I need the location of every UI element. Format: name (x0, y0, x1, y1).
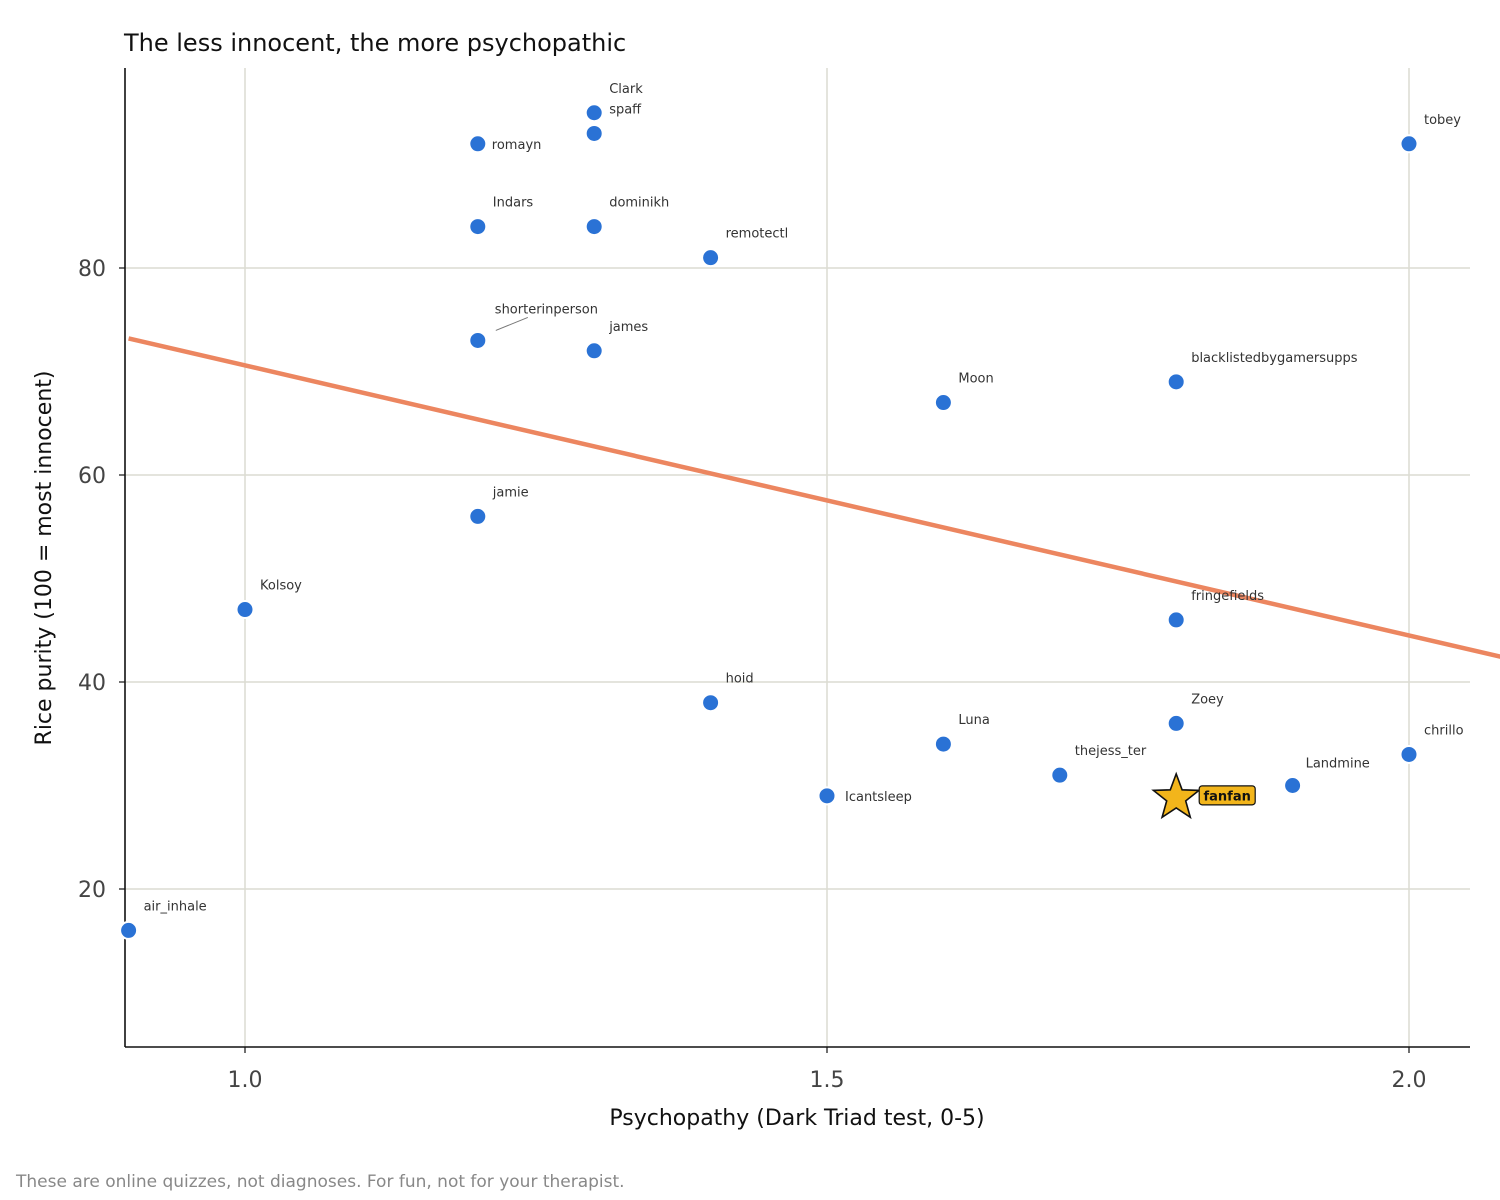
data-point (933, 393, 953, 413)
point-label: romayn (492, 138, 542, 153)
x-tick-label: 2.0 (1392, 1068, 1427, 1093)
data-point (1399, 134, 1419, 154)
data-point (701, 693, 721, 713)
point-label: hoid (726, 672, 754, 687)
data-point (119, 920, 139, 940)
y-tick-label: 20 (78, 878, 106, 903)
highlight-label: fanfan (1204, 789, 1251, 804)
point-label: dominikh (609, 196, 669, 211)
point-label: Indars (493, 196, 534, 211)
y-tick-label: 40 (78, 671, 106, 696)
chart-title: The less innocent, the more psychopathic (123, 29, 626, 57)
point-label: Icantsleep (845, 790, 912, 805)
point-label: Landmine (1306, 757, 1370, 772)
data-point (468, 134, 488, 154)
data-point (235, 600, 255, 620)
point-label: Zoey (1191, 692, 1224, 707)
point-label: thejess_ter (1075, 744, 1147, 759)
x-tick-label: 1.0 (228, 1068, 263, 1093)
data-point (1166, 713, 1186, 733)
data-point (468, 330, 488, 350)
data-point (584, 123, 604, 143)
data-point (1283, 776, 1303, 795)
data-point (817, 786, 837, 806)
leader-line (495, 316, 528, 331)
point-label: shorterinperson (495, 302, 598, 317)
data-point (468, 217, 488, 237)
point-label: Moon (958, 372, 993, 387)
point-label: blacklistedbygamersupps (1191, 351, 1358, 366)
x-axis-label: Psychopathy (Dark Triad test, 0-5) (609, 1106, 984, 1131)
data-point (584, 103, 604, 123)
point-label: jamie (492, 485, 529, 500)
point-label: Clark (609, 82, 643, 97)
grid-lines (125, 68, 1470, 1047)
highlight-star-marker (1151, 771, 1202, 820)
point-labels: ClarkspaffromayntobeyyoruIndarsdominikhr… (144, 82, 1464, 915)
point-label: tobey (1424, 113, 1461, 128)
point-label: Luna (958, 713, 989, 728)
data-point (701, 248, 721, 268)
data-point (584, 217, 604, 237)
footnote-caption: These are online quizzes, not diagnoses.… (16, 1172, 625, 1192)
trend-line (128, 336, 1500, 659)
data-point (1050, 765, 1070, 785)
highlight-group: fanfan (1151, 771, 1256, 820)
point-label: fringefields (1191, 589, 1264, 604)
x-axis-ticks: 1.01.52.02.53.0 (228, 1047, 1427, 1093)
y-tick-label: 60 (78, 464, 106, 489)
x-tick-label: 1.5 (810, 1068, 845, 1093)
data-point (933, 734, 953, 754)
point-label: chrillo (1424, 723, 1464, 738)
data-point (584, 341, 604, 361)
data-point (468, 506, 488, 526)
y-axis-label: Rice purity (100 = most innocent) (32, 371, 57, 746)
data-point (1166, 610, 1186, 630)
data-point (1399, 744, 1419, 764)
point-label: spaff (609, 102, 642, 117)
point-label: Kolsoy (260, 579, 302, 594)
highlight-label-box (1198, 785, 1256, 806)
point-label: james (608, 320, 648, 335)
point-label: remotectl (726, 227, 789, 242)
point-label: air_inhale (144, 899, 207, 914)
y-tick-label: 80 (78, 257, 106, 282)
data-point (1166, 372, 1186, 392)
data-points (119, 103, 1419, 940)
y-axis-ticks: 20 40 60 80 (78, 257, 125, 903)
scatter-chart: The less innocent, the more psychopathic… (32, 29, 1500, 1131)
label-leader-lines (495, 316, 528, 331)
